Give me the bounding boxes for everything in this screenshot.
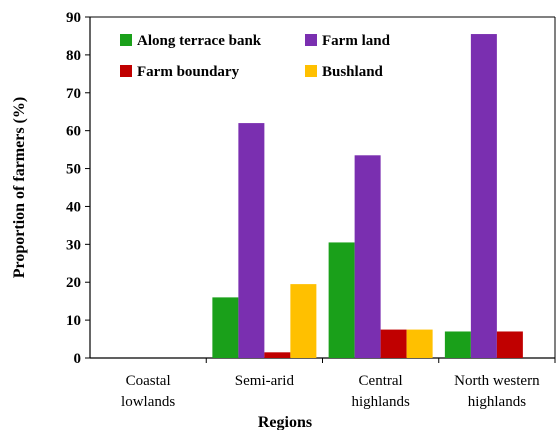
x-category-label: Coastal bbox=[126, 373, 171, 389]
legend-label: Along terrace bank bbox=[137, 33, 262, 49]
y-tick-label: 90 bbox=[66, 10, 81, 26]
bars-group bbox=[212, 34, 523, 359]
y-tick-label: 50 bbox=[66, 162, 81, 178]
y-tick-label: 60 bbox=[66, 124, 81, 140]
y-tick-label: 70 bbox=[66, 86, 81, 102]
x-category-label: Semi-arid bbox=[235, 373, 295, 389]
y-tick-label: 0 bbox=[74, 351, 82, 367]
legend-swatch bbox=[305, 65, 317, 77]
bar bbox=[354, 155, 381, 358]
bar bbox=[238, 123, 265, 358]
bar bbox=[290, 284, 317, 358]
legend-label: Farm land bbox=[322, 33, 391, 49]
bar bbox=[264, 352, 291, 358]
x-category-label: lowlands bbox=[121, 394, 175, 410]
y-tick-label: 30 bbox=[66, 237, 81, 253]
y-tick-label: 80 bbox=[66, 48, 81, 64]
bar bbox=[444, 331, 471, 358]
x-category-label: highlands bbox=[468, 394, 526, 410]
bar bbox=[212, 297, 239, 358]
bar bbox=[406, 329, 433, 358]
legend: Along terrace bank Farm land Farm boundary… bbox=[120, 33, 391, 80]
x-category-label: highlands bbox=[351, 394, 409, 410]
y-tick-label: 10 bbox=[66, 313, 81, 329]
y-tick-label: 20 bbox=[66, 275, 81, 291]
y-tick-label: 40 bbox=[66, 199, 81, 215]
bar bbox=[380, 329, 407, 358]
x-axis-categories: Coastal lowlands Semi-arid Central highlands… bbox=[121, 358, 556, 410]
bar bbox=[328, 242, 355, 358]
legend-label: Bushland bbox=[322, 64, 384, 80]
y-axis-title: Proportion of farmers (%) bbox=[11, 97, 28, 278]
legend-swatch bbox=[120, 65, 132, 77]
bar bbox=[470, 34, 497, 359]
y-axis-ticks: 0 10 20 30 40 50 60 70 80 90 bbox=[66, 10, 90, 367]
x-category-label: North western bbox=[454, 373, 540, 389]
legend-swatch bbox=[305, 34, 317, 46]
x-axis-title: Regions bbox=[258, 414, 312, 430]
legend-label: Farm boundary bbox=[137, 64, 240, 80]
x-category-label: Central bbox=[359, 373, 403, 389]
legend-swatch bbox=[120, 34, 132, 46]
bar bbox=[496, 331, 523, 358]
